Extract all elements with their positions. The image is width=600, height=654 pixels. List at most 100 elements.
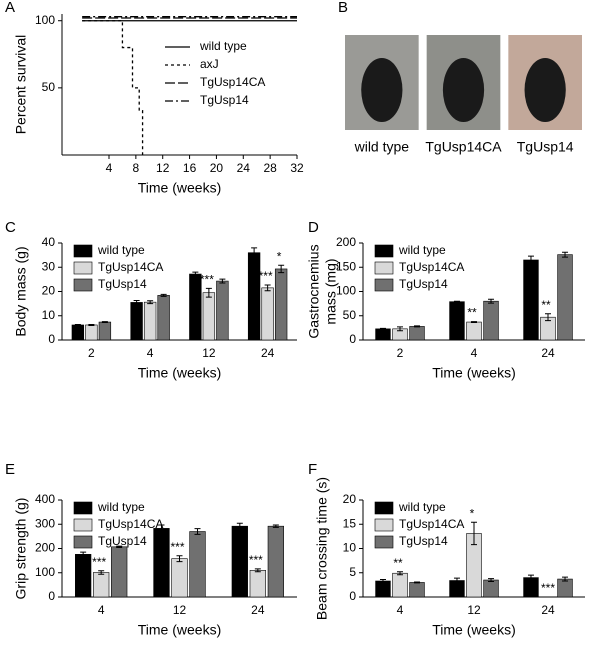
error-bar xyxy=(176,555,183,563)
legend-label: TgUsp14 xyxy=(98,534,147,548)
bar xyxy=(93,572,110,598)
error-bar xyxy=(160,293,167,297)
x-tick-label: 4 xyxy=(98,603,105,617)
bar xyxy=(98,321,112,341)
error-bar xyxy=(98,570,105,575)
legend-swatch xyxy=(73,244,93,258)
error-bar xyxy=(562,576,569,582)
legend-swatch xyxy=(374,518,394,532)
error-bar xyxy=(116,545,123,549)
bar xyxy=(267,525,284,598)
error-bar xyxy=(278,264,285,274)
x-tick-label: 32 xyxy=(290,161,304,175)
y-tick-label: 200 xyxy=(336,235,356,249)
bar xyxy=(523,259,539,341)
mouse-body xyxy=(361,58,403,122)
x-axis-title: Time (weeks) xyxy=(432,622,516,638)
error-bar xyxy=(397,571,403,576)
error-bar xyxy=(80,551,87,558)
significance: * xyxy=(277,249,282,263)
legend-swatch xyxy=(73,518,93,532)
bar xyxy=(409,326,425,341)
x-tick-label: 24 xyxy=(237,161,251,175)
x-tick-label: 12 xyxy=(173,603,187,617)
x-tick-label: 24 xyxy=(541,603,555,617)
error-bar xyxy=(101,321,108,324)
significance: *** xyxy=(541,581,555,595)
error-bar xyxy=(264,284,271,292)
error-bar xyxy=(88,323,95,326)
bar xyxy=(189,531,206,598)
x-axis-title: Time (weeks) xyxy=(138,622,222,638)
legend-swatch xyxy=(374,244,394,258)
legend-label: TgUsp14 xyxy=(399,277,448,291)
legend-swatch xyxy=(374,261,394,275)
photo-label: TgUsp14CA xyxy=(425,139,502,155)
survival-line xyxy=(82,20,144,155)
bar xyxy=(71,324,85,341)
error-bar xyxy=(236,522,243,530)
panel-label: C xyxy=(5,219,16,236)
x-tick-label: 12 xyxy=(202,346,216,360)
x-tick-label: 12 xyxy=(156,161,170,175)
legend-label: wild type xyxy=(398,243,446,257)
bar xyxy=(171,558,188,598)
error-bar xyxy=(453,577,460,584)
y-tick-label: 30 xyxy=(42,259,56,273)
mouse-body xyxy=(524,58,566,122)
legend-swatch xyxy=(73,501,93,515)
x-tick-label: 4 xyxy=(397,603,404,617)
y-axis-title: Body mass (g) xyxy=(13,246,29,336)
bar xyxy=(483,300,499,341)
legend-label: wild type xyxy=(199,39,247,53)
x-tick-label: 4 xyxy=(471,346,478,360)
bar xyxy=(466,321,482,341)
legend-swatch xyxy=(374,278,394,292)
significance: *** xyxy=(200,273,214,287)
error-bar xyxy=(414,325,421,328)
x-tick-label: 16 xyxy=(183,161,197,175)
legend-swatch xyxy=(73,261,93,275)
y-tick-label: 10 xyxy=(343,541,357,555)
bar xyxy=(557,578,573,598)
error-bar xyxy=(527,574,534,581)
legend-label: TgUsp14CA xyxy=(399,517,464,531)
legend-swatch xyxy=(374,535,394,549)
y-tick-label: 100 xyxy=(35,565,55,579)
error-bar xyxy=(414,581,421,584)
significance: ** xyxy=(467,306,477,320)
x-tick-label: 4 xyxy=(147,346,154,360)
y-tick-label: 10 xyxy=(42,308,56,322)
y-tick-label: 15 xyxy=(343,516,357,530)
legend-label: TgUsp14 xyxy=(200,93,249,107)
bar xyxy=(130,302,143,341)
error-bar xyxy=(219,278,226,284)
x-tick-label: 2 xyxy=(88,346,95,360)
bar xyxy=(231,525,248,598)
y-axis-title: Percent survival xyxy=(13,35,29,135)
significance: *** xyxy=(259,269,273,283)
bar xyxy=(375,328,391,341)
y-tick-label: 400 xyxy=(35,492,55,506)
bar xyxy=(202,292,216,341)
y-tick-label: 0 xyxy=(349,589,356,603)
x-tick-label: 20 xyxy=(210,161,224,175)
panel-label: D xyxy=(308,219,319,236)
bar xyxy=(483,579,499,598)
error-bar xyxy=(194,528,201,535)
legend-label: TgUsp14CA xyxy=(98,260,163,274)
significance: *** xyxy=(170,540,184,554)
error-bar xyxy=(471,321,477,324)
error-bar xyxy=(471,521,477,546)
error-bar xyxy=(379,327,386,330)
y-tick-label: 150 xyxy=(336,259,356,273)
panel-label: F xyxy=(308,461,317,478)
legend-label: TgUsp14CA xyxy=(399,260,464,274)
photo-label: wild type xyxy=(354,139,410,155)
bar xyxy=(247,252,261,341)
bar xyxy=(274,268,288,341)
bar xyxy=(143,301,157,341)
bar xyxy=(157,295,170,341)
x-tick-label: 24 xyxy=(251,603,265,617)
